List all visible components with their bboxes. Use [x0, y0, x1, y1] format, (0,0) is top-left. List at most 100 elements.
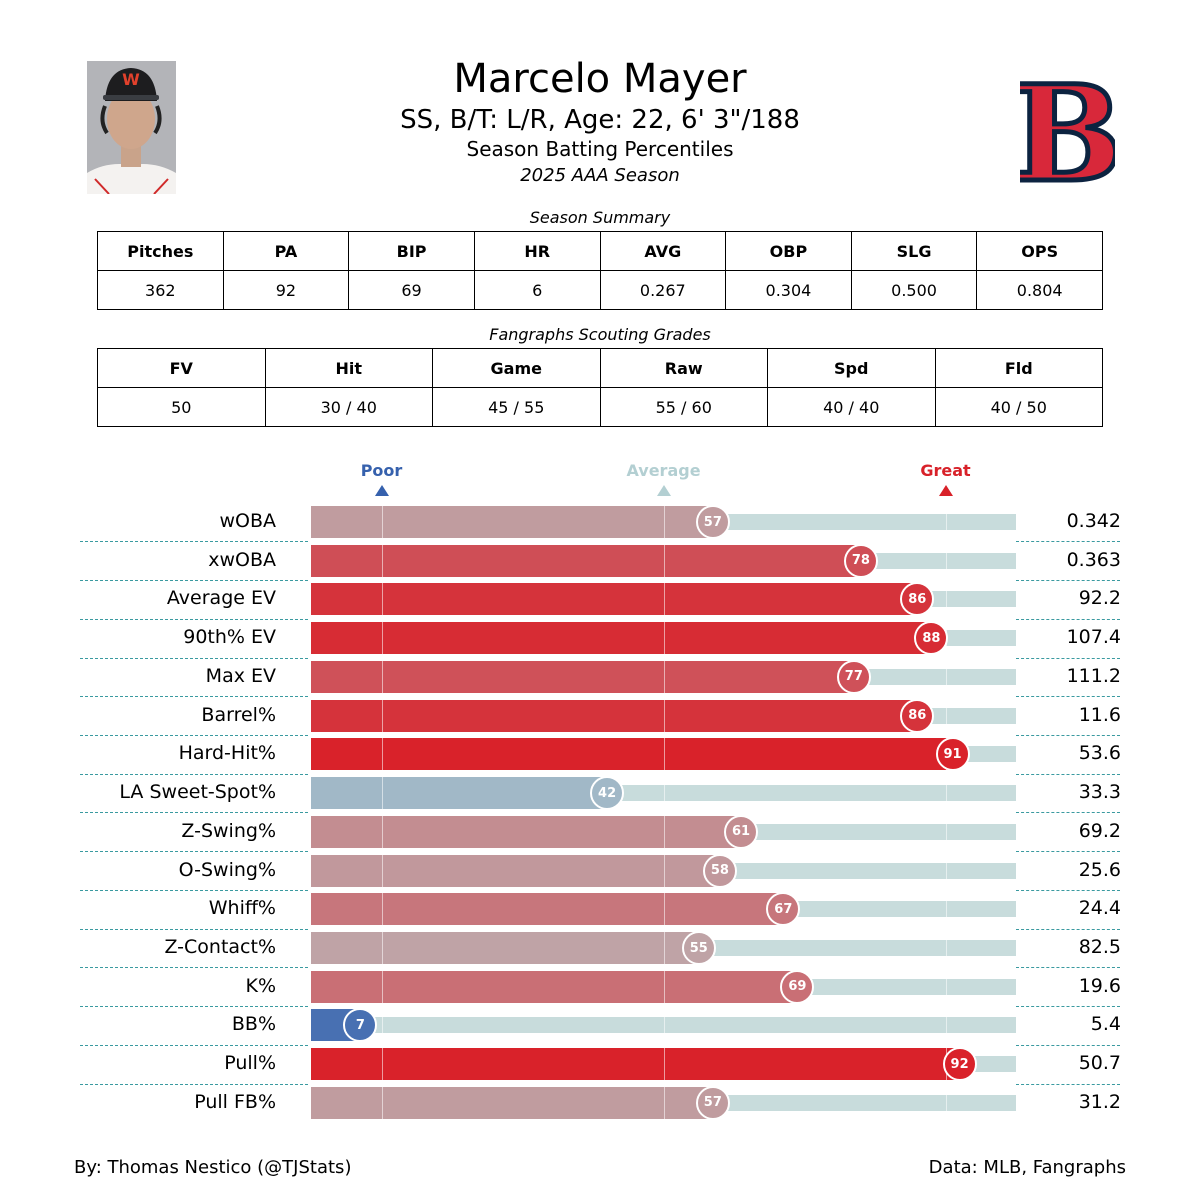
metric-value: 0.342: [1066, 510, 1121, 532]
gridline: [381, 738, 383, 771]
row-divider: [80, 928, 308, 930]
gridline: [663, 660, 665, 693]
table-cell: 45 / 55: [432, 387, 601, 427]
gridline: [945, 583, 947, 616]
svg-text:W: W: [122, 70, 140, 89]
metric-value: 107.4: [1066, 626, 1121, 649]
row-divider: [1016, 735, 1120, 736]
row-divider: [1016, 618, 1120, 620]
row-divider: [80, 773, 308, 775]
footer-source: Data: MLB, Fangraphs: [928, 1157, 1126, 1178]
table-header-cell: SLG: [850, 231, 978, 271]
table-header-cell: Spd: [767, 348, 936, 388]
team-logo: B: [1009, 55, 1126, 215]
gridline: [381, 1048, 383, 1081]
gridline: [945, 777, 947, 810]
season-summary-table: Pitches PA BIP HR AVG OBP SLG OPS 362 92 69 6 0.267 0…: [97, 231, 1103, 310]
scouting-title: Fangraphs Scouting Grades: [489, 325, 711, 344]
row-divider: [80, 1044, 308, 1046]
player-bio: SS, B/T: L/R, Age: 22, 6' 3"/188: [400, 105, 800, 135]
percentile-bar: [311, 854, 720, 887]
table-header-cell: Pitches: [97, 231, 224, 271]
table-header-cell: OBP: [725, 231, 852, 271]
gridline: [945, 1086, 947, 1119]
row-divider: [1016, 696, 1120, 698]
table-header-cell: FV: [97, 348, 266, 388]
row-divider: [80, 1083, 308, 1085]
metric-value: 82.5: [1078, 936, 1121, 959]
gridline: [663, 506, 665, 538]
percentile-marker: 7: [343, 1008, 378, 1043]
legend-label: Great: [920, 461, 971, 480]
gridline: [381, 583, 383, 616]
metric-value: 53.6: [1078, 742, 1121, 765]
table-cell: 30 / 40: [264, 387, 433, 427]
percentile-marker: 42: [590, 776, 625, 811]
gridline: [945, 544, 947, 577]
row-divider: [1016, 928, 1120, 930]
gridline: [381, 622, 383, 655]
percentile-bar: [311, 1048, 960, 1081]
row-divider: [1016, 851, 1120, 853]
table-cell: 0.304: [725, 270, 852, 310]
row-divider: [80, 735, 308, 736]
gridline: [945, 970, 947, 1003]
gridline: [945, 893, 947, 926]
metric-label: LA Sweet-Spot%: [119, 781, 276, 804]
gridline: [663, 1009, 665, 1042]
metric-label: Z-Swing%: [181, 819, 276, 842]
percentile-bar: [311, 1086, 713, 1119]
percentile-marker: 77: [836, 659, 871, 694]
percentile-marker: 92: [942, 1047, 977, 1082]
row-divider: [80, 812, 308, 814]
footer-credit: By: Thomas Nestico (@TJStats): [74, 1157, 352, 1178]
metric-value: 92.2: [1078, 587, 1121, 610]
metric-label: Hard-Hit%: [178, 742, 276, 765]
table-cell: 362: [97, 270, 224, 310]
gridline: [381, 699, 383, 732]
percentile-marker: 88: [914, 621, 949, 656]
percentile-marker: 57: [695, 505, 730, 539]
percentile-marker: 86: [900, 698, 935, 733]
percentile-marker: 91: [935, 737, 970, 772]
table-header-cell: PA: [222, 231, 350, 271]
row-divider: [80, 696, 308, 698]
gridline: [945, 854, 947, 887]
chart-subtitle: Season Batting Percentiles: [466, 137, 734, 161]
row-divider: [80, 580, 308, 582]
gridline: [945, 699, 947, 732]
metric-label: Pull%: [224, 1052, 276, 1075]
metric-label: Barrel%: [201, 703, 276, 726]
metric-value: 19.6: [1078, 974, 1121, 997]
percentile-marker: 58: [702, 853, 737, 888]
metric-label: Whiff%: [208, 897, 276, 920]
metric-value: 111.2: [1066, 664, 1121, 687]
gridline: [663, 622, 665, 655]
gridline: [663, 893, 665, 926]
gridline: [381, 506, 383, 538]
gridline: [663, 544, 665, 577]
table-header-cell: HR: [473, 231, 601, 271]
table-header-cell: Hit: [264, 348, 433, 388]
row-divider: [1016, 657, 1120, 659]
metric-label: BB%: [231, 1013, 276, 1036]
metric-value: 50.7: [1078, 1052, 1121, 1075]
legend-triangle-icon: [938, 485, 953, 496]
percentile-bar: [311, 506, 713, 538]
percentile-marker: 78: [843, 543, 878, 578]
metric-value: 33.3: [1078, 781, 1121, 804]
metric-value: 24.4: [1078, 897, 1121, 920]
gridline: [381, 815, 383, 848]
metric-value: 25.6: [1078, 858, 1121, 881]
metric-label: xwOBA: [208, 548, 276, 571]
percentile-bar: [311, 893, 784, 926]
gridline: [663, 699, 665, 732]
legend-triangle-icon: [374, 485, 389, 496]
gridline: [381, 970, 383, 1003]
row-divider: [80, 657, 308, 659]
gridline: [945, 1009, 947, 1042]
percentile-marker: 57: [695, 1085, 730, 1120]
percentile-bar: [311, 815, 742, 848]
percentile-bar: [311, 970, 798, 1003]
